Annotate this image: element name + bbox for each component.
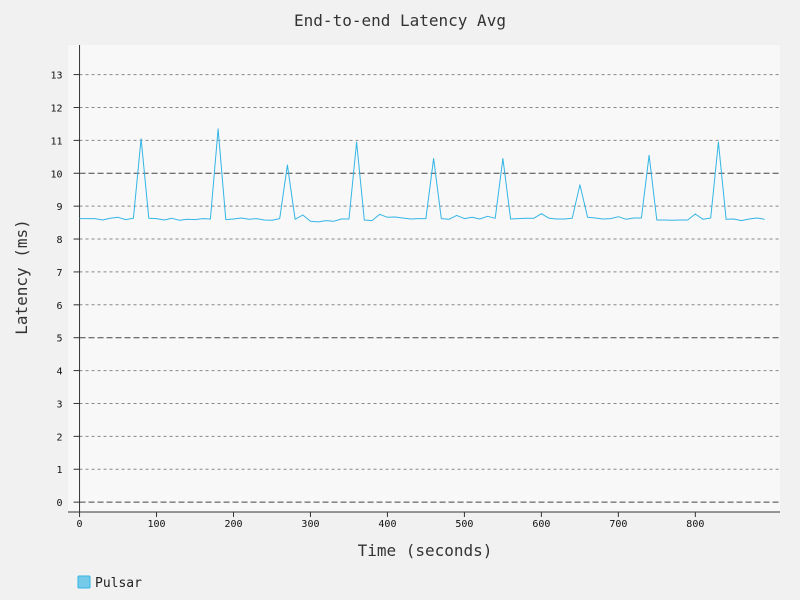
y-tick-label-5: 5 — [57, 334, 63, 345]
series-group — [79, 128, 765, 223]
y-tick-label-7: 7 — [57, 268, 63, 279]
legend-label-pulsar: Pulsar — [95, 576, 142, 591]
series-line-pulsar — [79, 128, 765, 223]
x-tick-label-300: 300 — [301, 519, 319, 530]
x-tick-label-600: 600 — [532, 519, 550, 530]
y-tick-label-9: 9 — [57, 202, 63, 213]
x-tick-label-400: 400 — [378, 519, 396, 530]
y-tick-label-13: 13 — [50, 71, 62, 82]
legend: Pulsar — [77, 575, 142, 591]
y-tick-label-2: 2 — [57, 432, 63, 443]
x-axis-label: Time (seconds) — [358, 541, 493, 560]
grid-lines — [79, 74, 780, 503]
y-tick-label-0: 0 — [57, 498, 63, 509]
x-tick-label-0: 0 — [77, 519, 83, 530]
y-tick-label-8: 8 — [57, 235, 63, 246]
y-axis-label: Latency (ms) — [12, 219, 31, 335]
y-tick-label-11: 11 — [50, 136, 62, 147]
y-tick-label-6: 6 — [57, 301, 63, 312]
y-tick-label-12: 12 — [50, 103, 62, 114]
y-tick-label-3: 3 — [57, 399, 63, 410]
chart-title: End-to-end Latency Avg — [294, 11, 506, 30]
y-tick-label-1: 1 — [57, 465, 63, 476]
x-tick-label-100: 100 — [147, 519, 165, 530]
x-axis-ticks: 0 100 200 300 400 500 600 700 800 — [77, 512, 704, 530]
axes — [68, 45, 780, 513]
x-tick-label-700: 700 — [609, 519, 627, 530]
legend-swatch-pulsar — [77, 575, 91, 589]
y-tick-label-4: 4 — [57, 367, 63, 378]
plot-area — [68, 45, 780, 512]
x-tick-label-500: 500 — [455, 519, 473, 530]
x-tick-label-800: 800 — [686, 519, 704, 530]
y-tick-label-10: 10 — [50, 169, 62, 180]
x-tick-label-200: 200 — [224, 519, 242, 530]
